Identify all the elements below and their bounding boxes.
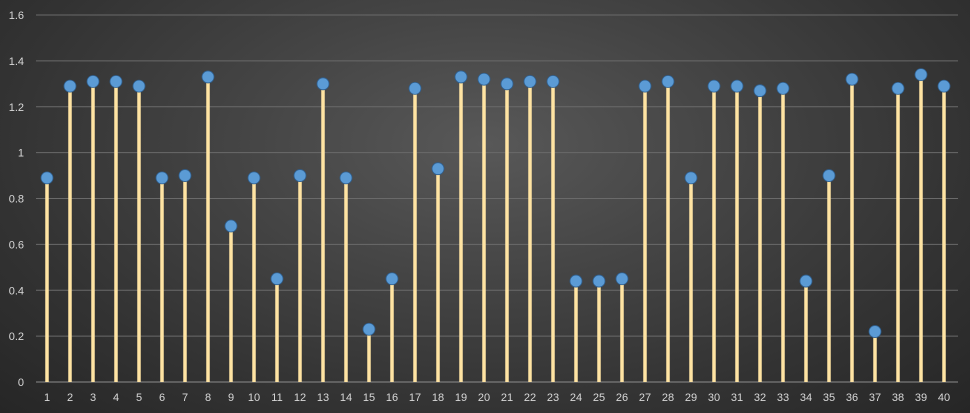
x-tick-label: 23 [547,392,559,404]
x-tick-label: 36 [846,392,858,404]
marker-31 [730,79,744,93]
x-tick-label: 27 [639,392,651,404]
x-tick-label: 35 [823,392,835,404]
x-tick-label: 39 [915,392,927,404]
x-tick-label: 37 [869,392,881,404]
x-tick-label: 34 [800,392,812,404]
marker-20 [477,72,491,86]
x-tick-label: 17 [409,392,421,404]
marker-27 [638,79,652,93]
y-tick-label: 1 [18,148,24,160]
x-tick-label: 26 [616,392,628,404]
y-tick-label: 0.4 [9,285,24,297]
x-tick-label: 31 [731,392,743,404]
x-tick-label: 8 [205,392,211,404]
x-tick-label: 21 [501,392,513,404]
gridlines [36,14,958,383]
marker-32 [753,84,767,98]
marker-38 [891,82,905,95]
x-tick-label: 33 [777,392,789,404]
y-tick-label: 0.6 [9,239,24,251]
marker-7 [178,169,192,182]
x-tick-label: 7 [182,392,188,404]
x-tick-label: 30 [708,392,720,404]
y-axis-tick-labels: 0 0.2 0.4 0.6 0.8 1 1.2 1.4 1.6 [9,10,24,389]
x-axis-tick-labels: 1 2 3 4 5 6 7 8 9 10 11 12 13 14 15 16 17 18 19 20 21 22 23 24 2… [44,392,950,404]
x-tick-label: 2 [67,392,73,404]
x-tick-label: 5 [136,392,142,404]
marker-11 [270,272,284,286]
y-tick-label: 0.8 [9,194,24,206]
x-tick-label: 32 [754,392,766,404]
x-tick-label: 29 [685,392,697,404]
marker-33 [776,82,790,95]
y-tick-label: 1.6 [9,10,24,22]
marker-35 [822,169,836,182]
marker-40 [937,79,951,93]
x-tick-label: 13 [317,392,329,404]
x-tick-label: 16 [386,392,398,404]
x-tick-label: 3 [90,392,96,404]
marker-30 [707,79,721,93]
marker-18 [431,162,445,176]
marker-39 [914,68,928,82]
marker-34 [799,274,813,288]
x-tick-label: 6 [159,392,165,404]
marker-22 [523,75,537,88]
marker-21 [500,77,514,91]
x-tick-label: 19 [455,392,467,404]
marker-4 [109,75,123,88]
marker-25 [592,274,606,288]
marker-1 [40,171,54,185]
x-tick-label: 11 [271,392,282,404]
x-tick-label: 18 [432,392,444,404]
x-tick-label: 10 [248,392,260,404]
marker-8 [201,70,215,84]
x-tick-label: 12 [294,392,306,404]
marker-26 [615,272,629,286]
y-tick-label: 0.2 [9,331,24,343]
y-tick-label: 0 [18,377,24,389]
marker-29 [684,171,698,185]
x-tick-label: 22 [524,392,536,404]
marker-24 [569,274,583,288]
marker-3 [86,75,100,88]
x-tick-label: 40 [938,392,950,404]
x-tick-label: 14 [340,392,352,404]
marker-37 [868,325,882,338]
x-tick-label: 15 [363,392,375,404]
markers [40,68,951,338]
marker-2 [63,79,77,93]
marker-28 [661,75,675,88]
marker-15 [362,322,376,336]
x-tick-label: 20 [478,392,490,404]
x-tick-label: 28 [662,392,674,404]
stems [45,74,946,382]
x-tick-label: 9 [228,392,234,404]
x-tick-label: 4 [113,392,119,404]
marker-12 [293,169,307,182]
marker-19 [454,70,468,84]
y-tick-label: 1.2 [9,102,24,114]
x-tick-label: 25 [593,392,605,404]
x-tick-label: 24 [570,392,582,404]
marker-13 [316,77,330,91]
marker-14 [339,171,353,185]
x-tick-label: 38 [892,392,904,404]
marker-10 [247,171,261,185]
marker-36 [845,72,859,86]
marker-6 [155,171,169,185]
marker-17 [408,82,422,95]
marker-5 [132,79,146,93]
x-tick-label: 1 [44,392,50,404]
marker-9 [224,219,238,233]
marker-16 [385,272,399,286]
marker-23 [546,75,560,88]
y-tick-label: 1.4 [9,56,24,68]
